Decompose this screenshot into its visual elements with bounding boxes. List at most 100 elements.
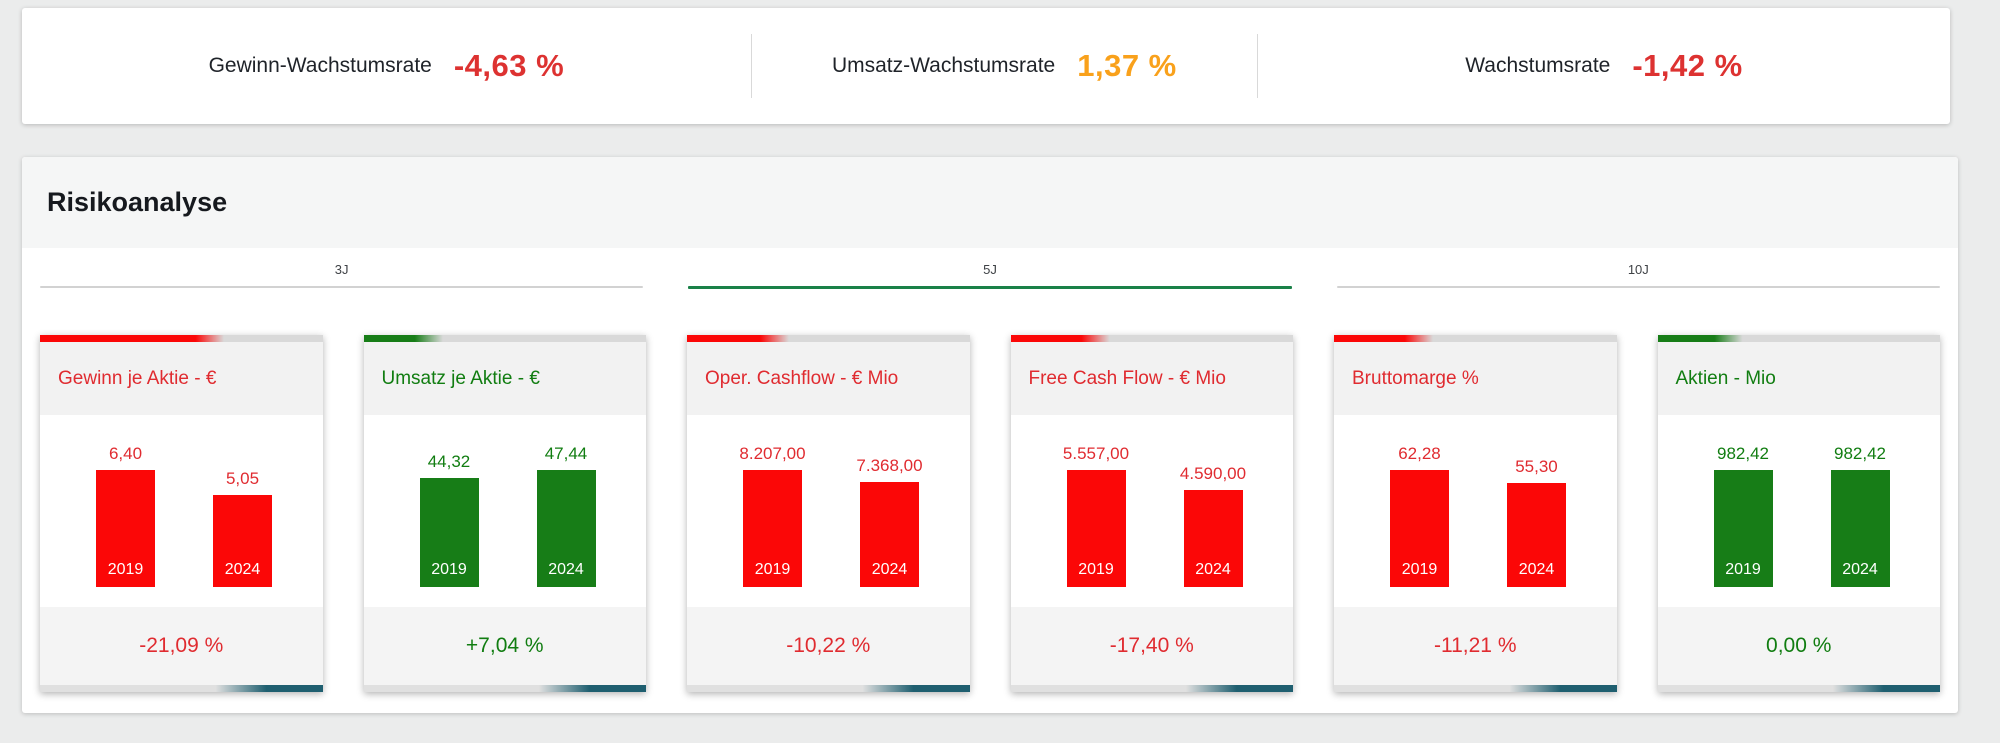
card-title: Bruttomarge % — [1352, 367, 1479, 389]
bar-year-label: 2019 — [754, 561, 791, 578]
card-header: Bruttomarge % — [1334, 342, 1617, 415]
kpi-label: Wachstumsrate — [1465, 54, 1611, 77]
card-title: Umsatz je Aktie - € — [381, 367, 540, 389]
kpi-item-wachstumsrate: Wachstumsrate -1,42 % — [1258, 8, 1950, 124]
bar-value-label: 5,05 — [225, 469, 260, 488]
bar[interactable]: 2019 — [743, 470, 802, 587]
vertical-divider — [750, 34, 752, 98]
bar[interactable]: 2019 — [1390, 470, 1449, 587]
card-change-value: -11,21 % — [1434, 634, 1517, 657]
panel-header: Risikoanalyse — [22, 157, 1958, 248]
bar[interactable]: 2024 — [1183, 490, 1243, 587]
bar-chart: 2019 5.557,00 2024 4.590,00 — [1010, 415, 1293, 607]
kpi-card: Gewinn je Aktie - € 2019 6,40 2024 5,05 -21,0… — [40, 335, 323, 692]
card-top-strip — [1010, 335, 1293, 342]
bar[interactable]: 2024 — [860, 482, 919, 587]
card-footer: +7,04 % — [363, 607, 646, 685]
kpi-label: Umsatz-Wachstumsrate — [831, 54, 1056, 77]
card-bottom-strip — [687, 685, 970, 692]
card-footer: -17,40 % — [1010, 607, 1293, 685]
card-bottom-strip — [1657, 685, 1940, 692]
kpi-item-gewinn-wachstumsrate: Gewinn-Wachstumsrate -4,63 % — [22, 8, 751, 124]
bar-value-label: 982,42 — [1834, 444, 1886, 463]
bar[interactable]: 2024 — [213, 495, 272, 587]
card-bottom-strip — [363, 685, 646, 692]
bar-value-label: 55,30 — [1515, 457, 1558, 476]
bar[interactable]: 2024 — [1507, 483, 1566, 587]
card-top-strip — [40, 335, 323, 342]
card-header: Free Cash Flow - € Mio — [1010, 342, 1293, 415]
bar[interactable]: 2019 — [419, 478, 479, 587]
card-footer: -10,22 % — [687, 607, 970, 685]
vertical-divider — [1256, 34, 1258, 98]
kpi-value: 1,37 % — [1077, 48, 1177, 83]
card-header: Umsatz je Aktie - € — [363, 342, 646, 415]
bar-year-label: 2024 — [1842, 561, 1878, 578]
card-title: Aktien - Mio — [1675, 367, 1776, 389]
tab-underline — [688, 286, 1292, 289]
card-top-strip — [363, 335, 646, 342]
bar-value-label: 47,44 — [544, 444, 588, 463]
bar-chart: 2019 982,42 2024 982,42 — [1657, 415, 1940, 607]
tab-5j[interactable]: 5J — [688, 262, 1292, 289]
bar-value-label: 62,28 — [1398, 444, 1441, 463]
card-title: Free Cash Flow - € Mio — [1028, 367, 1226, 389]
kpi-card: Aktien - Mio 2019 982,42 2024 982,42 0,00 % — [1657, 335, 1940, 692]
kpi-summary-bar: Gewinn-Wachstumsrate -4,63 % Umsatz-Wach… — [22, 8, 1950, 124]
card-top-strip — [687, 335, 970, 342]
card-change-value: 0,00 % — [1766, 634, 1832, 657]
bar-chart: 2019 62,28 2024 55,30 — [1334, 415, 1617, 607]
bar-value-label: 4.590,00 — [1179, 464, 1247, 483]
kpi-item-umsatz-wachstumsrate: Umsatz-Wachstumsrate 1,37 % — [752, 8, 1257, 124]
tab-label: 10J — [1627, 262, 1649, 277]
tab-3j[interactable]: 3J — [40, 262, 644, 289]
kpi-value: -1,42 % — [1632, 48, 1743, 83]
bar-year-label: 2019 — [107, 561, 144, 578]
bar[interactable]: 2024 — [1830, 470, 1890, 587]
page-title: Risikoanalyse — [47, 187, 228, 217]
kpi-card: Free Cash Flow - € Mio 2019 5.557,00 2024 4.… — [1010, 335, 1293, 692]
cards-row: Gewinn je Aktie - € 2019 6,40 2024 5,05 -21,0… — [40, 335, 1940, 692]
tab-label: 5J — [983, 262, 997, 277]
bar-year-label: 2024 — [871, 561, 908, 578]
card-bottom-strip — [40, 685, 323, 692]
card-title: Oper. Cashflow - € Mio — [705, 367, 899, 389]
bar-year-label: 2019 — [1078, 561, 1114, 578]
bar-value-label: 7.368,00 — [856, 456, 923, 475]
card-bottom-strip — [1010, 685, 1293, 692]
bar[interactable]: 2019 — [96, 470, 155, 587]
card-bottom-strip — [1334, 685, 1617, 692]
card-header: Gewinn je Aktie - € — [40, 342, 323, 415]
bar-chart: 2019 6,40 2024 5,05 — [40, 415, 323, 607]
card-change-value: -17,40 % — [1109, 634, 1194, 657]
bar-value-label: 8.207,00 — [739, 444, 806, 463]
card-header: Aktien - Mio — [1657, 342, 1940, 415]
bar[interactable]: 2019 — [1066, 470, 1126, 587]
bar-value-label: 982,42 — [1717, 444, 1769, 463]
bar[interactable]: 2024 — [536, 470, 596, 587]
bar-year-label: 2024 — [1195, 561, 1231, 578]
period-tabs: 3J 5J 10J — [40, 262, 1940, 289]
kpi-card: Oper. Cashflow - € Mio 2019 8.207,00 2024 7.… — [687, 335, 970, 692]
card-title: Gewinn je Aktie - € — [58, 367, 217, 389]
bar-value-label: 5.557,00 — [1062, 444, 1130, 463]
bar-year-label: 2024 — [548, 561, 584, 578]
card-footer: -21,09 % — [40, 607, 323, 685]
card-change-value: -21,09 % — [139, 634, 224, 657]
card-footer: -11,21 % — [1334, 607, 1617, 685]
bar-year-label: 2024 — [224, 561, 261, 578]
card-top-strip — [1334, 335, 1617, 342]
tab-10j[interactable]: 10J — [1336, 262, 1940, 289]
kpi-value: -4,63 % — [453, 48, 565, 83]
bar[interactable]: 2019 — [1713, 470, 1773, 587]
bar-chart: 2019 8.207,00 2024 7.368,00 — [687, 415, 970, 607]
bar-year-label: 2019 — [1725, 561, 1761, 578]
kpi-card: Umsatz je Aktie - € 2019 44,32 2024 47,44 +7,… — [363, 335, 646, 692]
bar-year-label: 2024 — [1518, 561, 1555, 578]
bar-chart: 2019 44,32 2024 47,44 — [363, 415, 646, 607]
card-header: Oper. Cashflow - € Mio — [687, 342, 970, 415]
tab-underline — [1336, 286, 1940, 288]
kpi-card: Bruttomarge % 2019 62,28 2024 55,30 -11,21 % — [1334, 335, 1617, 692]
card-change-value: +7,04 % — [465, 634, 544, 657]
risk-analysis-panel: Risikoanalyse 3J 5J 10J Gewinn je Aktie … — [22, 157, 1958, 713]
